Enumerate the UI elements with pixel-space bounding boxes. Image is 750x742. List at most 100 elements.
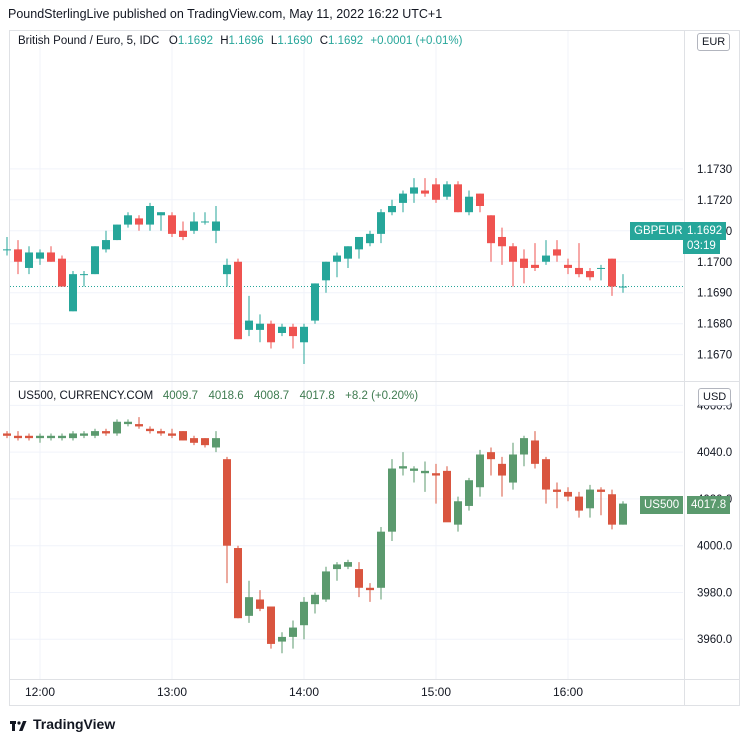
ohlc-close-value: 1.1692 xyxy=(328,35,364,47)
candle-body xyxy=(201,438,209,446)
candle-body xyxy=(531,264,539,268)
candle-body xyxy=(355,569,363,588)
price-axis-label: 1.1730 xyxy=(697,164,732,176)
candle-body xyxy=(300,326,308,343)
candle-body xyxy=(300,601,308,626)
candle-body xyxy=(234,548,242,619)
candle-body xyxy=(608,258,616,287)
candle-body xyxy=(575,267,583,275)
pane2-high-value: 4018.6 xyxy=(208,390,244,402)
candle-body xyxy=(366,233,374,244)
time-axis-label: 14:00 xyxy=(289,685,319,699)
pane1-symbol-tag: GBPEUR xyxy=(630,222,687,240)
candle-body xyxy=(344,562,352,567)
candle-body xyxy=(443,184,451,197)
candle-body xyxy=(322,261,330,281)
pane2-legend: US500, CURRENCY.COM 4009.7 4018.6 4008.7… xyxy=(18,390,418,402)
candle-body xyxy=(157,431,165,434)
candle-body xyxy=(542,459,550,490)
candle-body xyxy=(102,431,110,434)
candle-body xyxy=(47,435,55,439)
candle-body xyxy=(223,264,231,275)
candle-body xyxy=(135,424,143,427)
ohlc-high-value: 1.1696 xyxy=(228,35,264,47)
price-axis-label: 4000.0 xyxy=(697,541,732,553)
candle-body xyxy=(355,236,363,250)
price-axis-label: 1.1680 xyxy=(697,319,732,331)
pane1-legend: British Pound / Euro, 5, IDC O1.1692 H1.… xyxy=(18,35,462,47)
pane2-currency-badge[interactable]: USD xyxy=(698,388,732,406)
candle-body xyxy=(476,193,484,206)
candle-body xyxy=(619,503,627,525)
pane2-low-value: 4008.7 xyxy=(254,390,290,402)
candle-body xyxy=(520,258,528,268)
ohlc-h-label: H xyxy=(220,35,229,47)
candle-body xyxy=(168,215,176,234)
pane1-change: +0.0001 (+0.01%) xyxy=(370,35,463,47)
tradingview-logo-icon xyxy=(10,719,27,731)
pane2-symbol-title: US500, CURRENCY.COM xyxy=(18,390,154,402)
price-axis-label: 1.1670 xyxy=(697,350,732,362)
candle-body xyxy=(322,571,330,600)
candle-body xyxy=(256,323,264,330)
pane2-change: +8.2 (+0.20%) xyxy=(345,390,419,402)
candle-body xyxy=(388,206,396,213)
candle-body xyxy=(179,431,187,441)
candle-body xyxy=(80,274,88,276)
candle-body xyxy=(619,286,627,288)
pane1-currency-badge[interactable]: EUR xyxy=(697,33,731,51)
candle-body xyxy=(454,184,462,213)
candle-body xyxy=(190,221,198,231)
candle-body xyxy=(113,224,121,241)
candle-body xyxy=(498,463,506,476)
candle-body xyxy=(267,606,275,644)
candle-body xyxy=(58,258,66,287)
candle-body xyxy=(377,531,385,588)
price-axis-label: 4040.0 xyxy=(697,447,732,459)
candle-body xyxy=(465,196,473,213)
candle-body xyxy=(245,597,253,616)
candle-body xyxy=(190,438,198,443)
candle-body xyxy=(410,187,418,194)
ohlc-open-value: 1.1692 xyxy=(177,35,213,47)
candle-body xyxy=(388,468,396,532)
candle-body xyxy=(608,494,616,525)
pane2-last-price-tag: 4017.8 xyxy=(687,496,731,514)
candle-body xyxy=(553,489,561,492)
candle-body xyxy=(366,587,374,591)
candle-body xyxy=(146,428,154,432)
candle-body xyxy=(102,240,110,250)
candle-body xyxy=(421,470,429,474)
candle-body xyxy=(113,421,121,434)
candle-body xyxy=(278,326,286,333)
candle-body xyxy=(36,435,44,439)
candle-body xyxy=(223,459,231,546)
candle-body xyxy=(432,184,440,200)
price-axis-label: 3980.0 xyxy=(697,587,732,599)
candle-body xyxy=(69,274,77,312)
candle-body xyxy=(3,433,11,436)
candle-body xyxy=(36,252,44,259)
candle-body xyxy=(212,221,220,231)
candle-body xyxy=(333,255,341,262)
candle-body xyxy=(399,193,407,203)
candle-body xyxy=(487,452,495,460)
candle-body xyxy=(597,267,605,269)
candle-body xyxy=(575,496,583,511)
candle-body xyxy=(124,421,132,425)
candle-body xyxy=(256,599,264,609)
candle-body xyxy=(509,454,517,483)
candle-body xyxy=(311,594,319,605)
candle-body xyxy=(80,433,88,436)
candle-body xyxy=(135,218,143,225)
candle-body xyxy=(597,489,605,492)
tradingview-footer[interactable]: TradingView xyxy=(10,716,115,732)
chart-frame[interactable] xyxy=(9,30,740,706)
candle-body xyxy=(333,564,341,570)
candle-body xyxy=(25,252,33,268)
candle-body xyxy=(520,438,528,455)
pane2-symbol-tag: US500 xyxy=(640,496,684,514)
candle-body xyxy=(344,246,352,259)
candle-body xyxy=(399,466,407,469)
